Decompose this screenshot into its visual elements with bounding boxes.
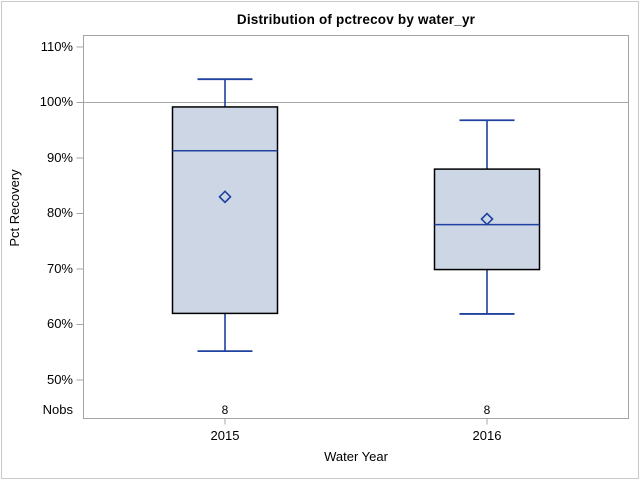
nobs-value-2015: 8 [221, 403, 229, 417]
mean-marker-2016 [480, 212, 494, 226]
nobs-row-label: Nobs [42, 402, 73, 417]
x-tick-label-2016: 2016 [472, 428, 502, 443]
y-tick-label-110: 110% [40, 39, 73, 54]
y-tick-label-90: 90% [46, 150, 73, 165]
chart-title: Distribution of pctrecov by water_yr [236, 12, 476, 27]
box-2016 [433, 168, 541, 271]
mean-marker-2015 [218, 190, 232, 204]
nobs-value-2016: 8 [483, 403, 491, 417]
x-axis-title: Water Year [324, 449, 388, 464]
plot-frame [83, 35, 629, 419]
x-tick-label-2015: 2015 [210, 428, 240, 443]
y-axis-title: Pct Recovery [7, 169, 22, 247]
y-tick-label-60: 60% [46, 316, 73, 331]
y-tick-label-80: 80% [46, 205, 73, 220]
y-tick-label-100: 100% [39, 94, 73, 109]
y-tick-label-70: 70% [46, 261, 73, 276]
box-2015 [171, 106, 279, 315]
y-tick-label-50: 50% [46, 372, 73, 387]
